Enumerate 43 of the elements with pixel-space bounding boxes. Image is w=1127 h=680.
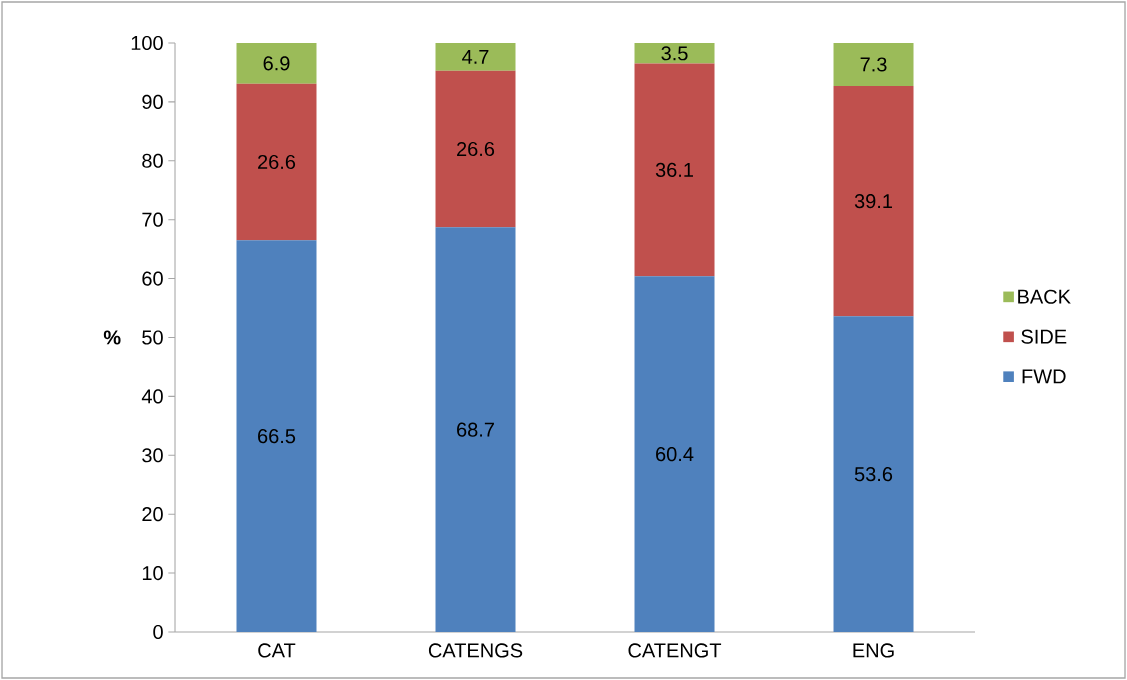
y-tick-label: 40 (141, 389, 163, 404)
bar (833, 85, 914, 317)
bar (236, 240, 317, 632)
data-label: 4.7 (462, 49, 489, 64)
data-label: 36.1 (655, 162, 693, 177)
data-label: 7.3 (860, 57, 887, 72)
data-label: 26.6 (457, 141, 495, 157)
data-label: 53.6 (854, 467, 893, 482)
y-tick-label: 70 (142, 212, 163, 227)
y-tick-label: 90 (142, 94, 163, 109)
y-tick-label: 30 (142, 448, 163, 463)
bar (833, 316, 914, 632)
legend-label: FWD (1022, 369, 1066, 384)
bar (833, 42, 914, 86)
y-tick-label: 0 (153, 624, 163, 640)
x-tick-label: CATENGT (628, 643, 722, 658)
legend-label: BACK (1018, 289, 1071, 304)
bar (634, 276, 715, 632)
bar (435, 42, 516, 71)
y-tick-label: 80 (142, 153, 163, 168)
data-label: 68.7 (457, 422, 494, 437)
bar (435, 227, 516, 632)
data-label: 39.1 (854, 194, 892, 209)
bar (634, 63, 715, 277)
y-tick-label: 20 (142, 507, 163, 522)
data-label: 66.5 (258, 429, 296, 444)
bar (435, 70, 516, 228)
x-tick-label: CAT (258, 643, 296, 658)
x-tick-label: CATENGS (428, 643, 523, 658)
legend-label: SIDE (1021, 329, 1067, 344)
y-tick-label: 100 (131, 35, 163, 51)
data-label: 26.6 (258, 154, 296, 170)
data-label: 6.9 (263, 56, 290, 71)
x-tick-label: ENG (853, 643, 894, 658)
y-tick-label: 10 (142, 566, 163, 581)
y-tick-label: 50 (142, 330, 163, 345)
bar (236, 83, 317, 241)
data-label: 3.5 (661, 46, 688, 61)
bar (236, 42, 317, 84)
y-tick-label: 60 (142, 271, 163, 286)
bar (634, 42, 715, 64)
data-label: 60.4 (656, 447, 694, 462)
y-axis-title: % (103, 330, 121, 345)
